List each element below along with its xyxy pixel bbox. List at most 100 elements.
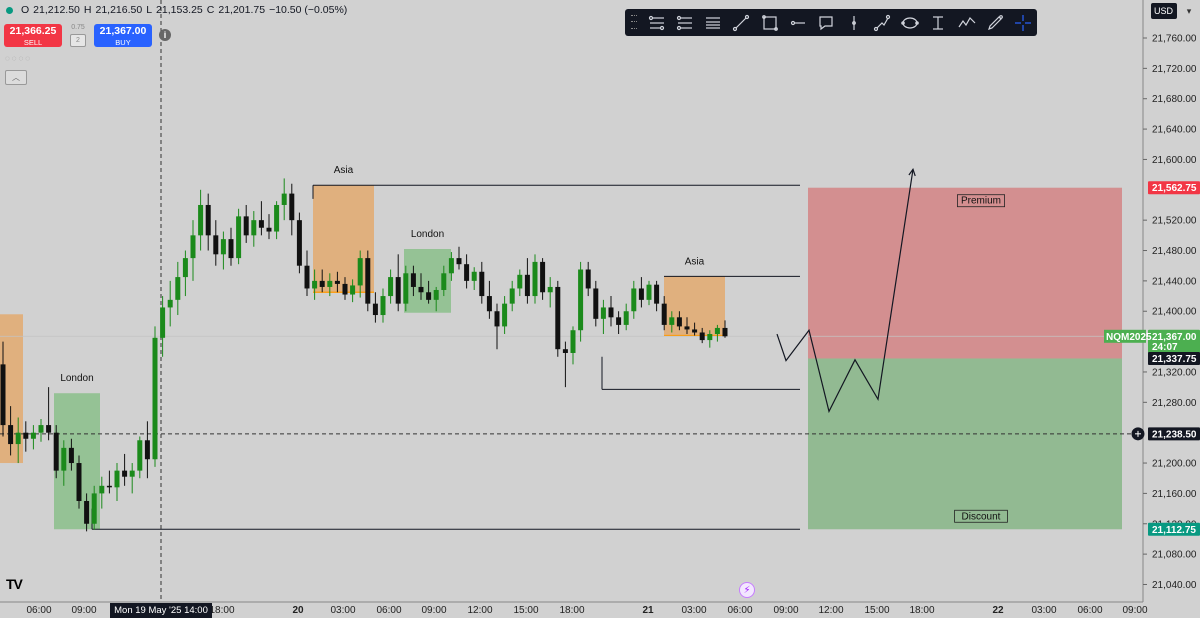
candle	[106, 470, 112, 494]
candle	[122, 453, 128, 486]
quantity-value[interactable]: 2	[70, 34, 86, 47]
candle	[289, 183, 295, 236]
ohlc-legend: O 21,212.50 H 21,216.50 L 21,153.25 C 21,201…	[6, 4, 347, 16]
scale-menu-icon[interactable]: ▾	[1186, 6, 1192, 16]
candle-body	[540, 261, 546, 293]
crosshair-icon	[1014, 14, 1031, 31]
candle	[654, 280, 660, 312]
collapse-legend-icon[interactable]: ︿	[5, 70, 27, 85]
candle-body	[281, 193, 287, 205]
symbol-tag	[1104, 329, 1146, 343]
projection-layer	[776, 168, 916, 414]
candle-body	[433, 289, 439, 300]
flash-icon[interactable]: ⚡	[739, 582, 755, 598]
candle-body	[456, 258, 462, 265]
tool-parallel-lines[interactable]	[699, 9, 727, 36]
premium-zone	[808, 187, 1122, 359]
candle	[547, 277, 553, 308]
candle	[304, 250, 310, 297]
tool-crosshair[interactable]	[1009, 9, 1037, 36]
sell-button[interactable]: 21,366.25 SELL	[4, 24, 62, 47]
candle-body	[205, 204, 211, 236]
candle	[426, 280, 432, 304]
candle	[46, 387, 52, 441]
candle	[570, 326, 576, 365]
candle	[357, 250, 363, 298]
candle	[190, 220, 196, 281]
price-tick-label: 21,320.00	[1152, 367, 1197, 378]
candle-body	[502, 303, 508, 327]
candle-body	[441, 273, 447, 290]
tool-trend-line[interactable]	[727, 9, 755, 36]
tool-rectangle[interactable]	[755, 9, 783, 36]
quantity-control[interactable]: 0.75 2	[68, 24, 88, 47]
candle	[8, 406, 14, 456]
candle	[410, 265, 416, 297]
price-tag	[1148, 427, 1200, 441]
tool-price-range[interactable]	[924, 9, 952, 36]
price-tag-value: 21,367.00	[1152, 332, 1197, 343]
ohlc-low-label: L	[146, 4, 153, 16]
candle	[578, 261, 584, 342]
projection-arrowhead	[908, 168, 916, 177]
parallel-lines-icon	[706, 16, 721, 29]
time-tick-label: 09:00	[773, 605, 798, 616]
candle-body	[722, 327, 728, 337]
london-left-label: London	[60, 373, 93, 384]
candle-body	[388, 277, 394, 297]
candle	[471, 267, 477, 290]
time-tick-label: 22	[992, 605, 1004, 616]
candle-body	[380, 296, 386, 316]
candle-body	[190, 235, 196, 259]
callout-icon	[819, 15, 833, 30]
candle	[638, 277, 644, 308]
candle	[714, 324, 720, 342]
tool-path[interactable]	[868, 9, 896, 36]
candle	[220, 231, 226, 270]
candle	[68, 438, 74, 471]
candle	[84, 493, 90, 532]
candle	[160, 296, 166, 357]
tool-horizontal-ray[interactable]	[784, 9, 812, 36]
tool-ellipse[interactable]	[896, 9, 924, 36]
time-tick-label: 06:00	[727, 605, 752, 616]
tool-pattern[interactable]	[952, 9, 980, 36]
horizontal-line-icon	[790, 20, 805, 25]
currency-selector[interactable]: USD	[1151, 3, 1177, 19]
candle-body	[144, 440, 150, 460]
candle-body	[236, 216, 242, 259]
trend-line-icon	[733, 14, 750, 31]
candle-body	[395, 277, 401, 304]
price-tag-value: 21,562.75	[1152, 183, 1197, 194]
currency-label: USD	[1154, 6, 1174, 16]
tool-fib-extension[interactable]	[671, 9, 699, 36]
asia-2-label: Asia	[685, 256, 705, 267]
tradingview-logo-icon[interactable]: TV	[6, 576, 23, 592]
tool-brush[interactable]	[981, 9, 1009, 36]
price-tick-label: 21,040.00	[1152, 580, 1197, 591]
ellipse-icon	[901, 16, 920, 29]
candle-body	[319, 280, 325, 287]
candle	[631, 280, 637, 319]
candle	[509, 280, 515, 312]
candle-body	[30, 432, 36, 439]
london-label: London	[411, 229, 444, 240]
candle	[707, 330, 713, 348]
time-tick-label: 06:00	[26, 605, 51, 616]
toolbar-grip-icon[interactable]	[631, 14, 637, 31]
indicator-icons[interactable]: ◌◌◌◌	[5, 54, 33, 63]
price-tick-label: 21,720.00	[1152, 64, 1197, 75]
info-icon[interactable]: i	[159, 29, 171, 41]
tool-callout[interactable]	[812, 9, 840, 36]
asia-label: Asia	[334, 165, 354, 176]
candle-body	[600, 307, 606, 319]
candle	[585, 261, 591, 297]
buy-button[interactable]: 21,367.00 BUY	[94, 24, 152, 47]
tool-fib-retracement[interactable]	[643, 9, 671, 36]
candle-body	[464, 264, 470, 281]
candle	[175, 261, 181, 316]
asia-box	[313, 185, 374, 293]
time-tick-label: 21	[642, 605, 654, 616]
tool-vertical-line[interactable]	[840, 9, 868, 36]
